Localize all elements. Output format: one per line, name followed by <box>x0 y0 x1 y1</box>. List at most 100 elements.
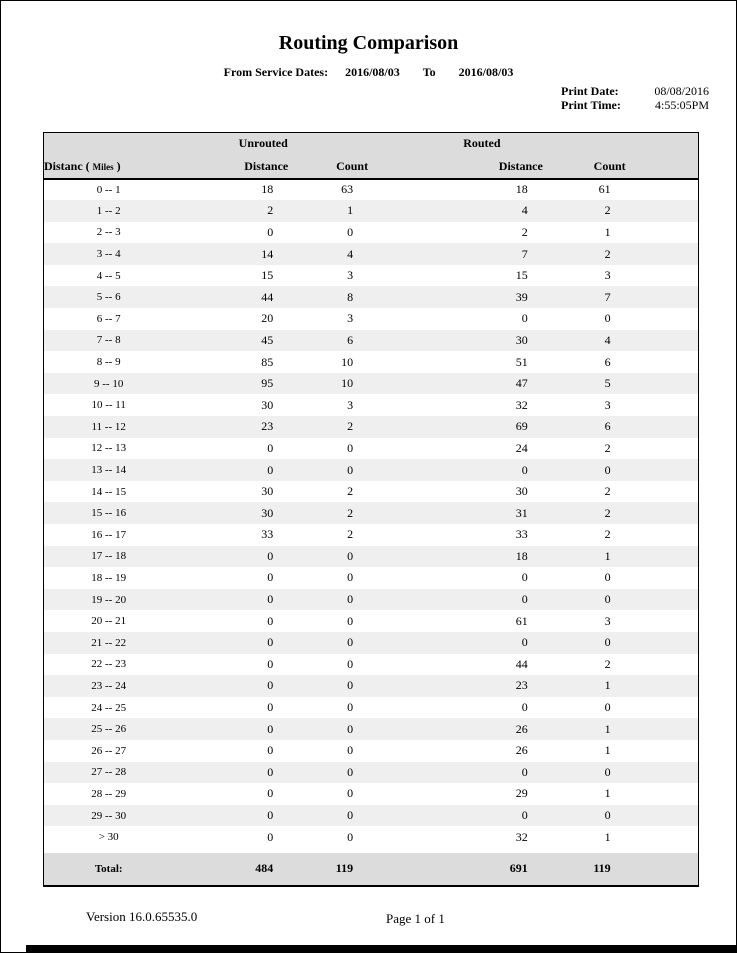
cell-unrouted-distance: 0 <box>267 808 274 823</box>
table-row: 0 -- 1 18 63 18 61 <box>44 179 699 201</box>
cell-distance-range: 28 -- 29 <box>91 787 127 800</box>
cell-unrouted-count: 10 <box>341 376 354 391</box>
print-info: Print Date: 08/08/2016 Print Time: 4:55:… <box>561 84 709 112</box>
cell-distance-range: 13 -- 14 <box>91 464 127 477</box>
cell-filler <box>611 351 699 373</box>
cell-unrouted-distance: 0 <box>267 700 274 715</box>
cell-distance-range: 22 -- 23 <box>91 658 127 671</box>
cell-filler <box>611 632 699 654</box>
table-row: 6 -- 7 20 3 0 0 <box>44 308 699 330</box>
cell-unrouted-distance: 0 <box>267 764 274 779</box>
cell-unrouted-distance: 2 <box>267 203 274 218</box>
cell-distance-range: 10 -- 11 <box>91 399 126 412</box>
table-row: 21 -- 22 0 0 0 0 <box>43 631 699 654</box>
cell-distance-range: 18 -- 19 <box>91 571 127 584</box>
table-row: 23 -- 24 0 0 23 1 <box>43 675 699 697</box>
cell-routed-count: 1 <box>604 743 611 758</box>
cell-distance-range: 11 -- 12 <box>91 420 126 433</box>
cell-distance-range: 19 -- 20 <box>91 593 127 606</box>
cell-routed-distance: 29 <box>515 786 528 801</box>
cell-routed-distance: 31 <box>515 505 528 520</box>
cell-unrouted-count: 0 <box>347 440 354 455</box>
cell-unrouted-count: 3 <box>347 268 354 283</box>
cell-routed-count: 1 <box>604 224 611 239</box>
cell-routed-count: 7 <box>604 289 611 304</box>
cell-unrouted-distance: 0 <box>267 721 274 736</box>
cell-filler <box>611 243 699 265</box>
cell-unrouted-distance: 30 <box>261 484 274 499</box>
table-row: 24 -- 25 0 0 0 0 <box>44 697 699 719</box>
cell-filler <box>611 718 699 740</box>
cell-filler <box>611 610 699 632</box>
page-title: Routing Comparison <box>278 32 459 54</box>
cell-unrouted-distance: 0 <box>267 570 274 585</box>
cell-unrouted-distance: 44 <box>261 289 274 304</box>
cell-unrouted-count: 0 <box>347 635 354 650</box>
cell-routed-distance: 0 <box>521 764 528 779</box>
cell-routed-count: 0 <box>604 808 611 823</box>
cell-distance-range: 25 -- 26 <box>91 723 127 736</box>
cell-unrouted-count: 0 <box>347 592 354 607</box>
table-row: 5 -- 6 44 8 39 7 <box>43 286 699 309</box>
cell-routed-count: 2 <box>604 656 611 671</box>
cell-routed-count: 0 <box>604 764 611 779</box>
bottom-edge-bar <box>26 945 736 952</box>
cell-unrouted-distance: 15 <box>261 268 274 283</box>
cell-routed-distance: 39 <box>515 289 528 304</box>
group-header-routed: Routed <box>353 132 611 155</box>
table-row: 2 -- 3 0 0 2 1 <box>44 222 699 244</box>
cell-distance-range: 17 -- 18 <box>91 550 127 563</box>
group-header-spacer <box>43 132 174 155</box>
cell-routed-count: 0 <box>604 462 611 477</box>
cell-routed-distance: 0 <box>521 700 528 715</box>
cell-routed-distance: 30 <box>515 484 528 499</box>
cell-routed-count: 1 <box>604 548 611 563</box>
cell-unrouted-distance: 18 <box>261 182 274 197</box>
cell-routed-distance: 18 <box>515 182 528 197</box>
cell-distance-range: 5 -- 6 <box>96 291 121 304</box>
cell-routed-distance: 26 <box>515 743 528 758</box>
cell-unrouted-distance: 14 <box>261 246 274 261</box>
cell-unrouted-distance: 20 <box>261 311 274 326</box>
column-header-row: Distanc ( Miles ) Distance Count Distanc… <box>43 154 699 180</box>
cell-filler <box>611 502 699 524</box>
cell-filler <box>611 438 699 460</box>
cell-distance-range: 12 -- 13 <box>91 442 127 455</box>
cell-unrouted-count: 2 <box>347 505 354 520</box>
cell-unrouted-distance: 0 <box>267 635 274 650</box>
cell-filler <box>611 179 699 201</box>
table-row: 27 -- 28 0 0 0 0 <box>43 761 699 784</box>
cell-unrouted-count: 0 <box>347 613 354 628</box>
version-label: Version 16.0.65535.0 <box>86 909 198 924</box>
cell-routed-distance: 0 <box>521 635 528 650</box>
service-dates-line: From Service Dates: 2016/08/03 To 2016/0… <box>1 65 736 80</box>
cell-filler <box>611 675 699 697</box>
cell-filler <box>611 416 699 438</box>
print-time-row: Print Time: 4:55:05PM <box>561 98 709 112</box>
total-routed-count: 119 <box>527 852 611 887</box>
cell-distance-range: 8 -- 9 <box>96 356 121 369</box>
cell-unrouted-distance: 33 <box>261 527 274 542</box>
total-filler <box>610 852 699 887</box>
cell-distance-range: 23 -- 24 <box>91 679 127 692</box>
service-to-label: To <box>422 65 436 79</box>
cell-unrouted-distance: 85 <box>261 354 274 369</box>
service-to-date: 2016/08/03 <box>458 65 514 79</box>
cell-unrouted-count: 3 <box>347 397 354 412</box>
cell-routed-count: 6 <box>604 419 611 434</box>
cell-unrouted-distance: 30 <box>261 505 274 520</box>
service-dates-label: From Service Dates: <box>223 65 329 79</box>
cell-routed-distance: 4 <box>521 203 528 218</box>
cell-filler <box>611 740 699 762</box>
cell-filler <box>611 826 699 848</box>
service-from-date: 2016/08/03 <box>345 65 400 79</box>
cell-routed-distance: 61 <box>515 613 528 628</box>
cell-routed-distance: 0 <box>521 592 528 607</box>
cell-routed-count: 1 <box>604 829 611 844</box>
cell-filler <box>611 459 699 481</box>
col-header-unrouted-count: Count <box>273 154 368 180</box>
print-date-label: Print Date: <box>561 84 619 98</box>
miles-unit-label: Miles <box>92 161 114 172</box>
cell-routed-distance: 32 <box>515 829 528 844</box>
